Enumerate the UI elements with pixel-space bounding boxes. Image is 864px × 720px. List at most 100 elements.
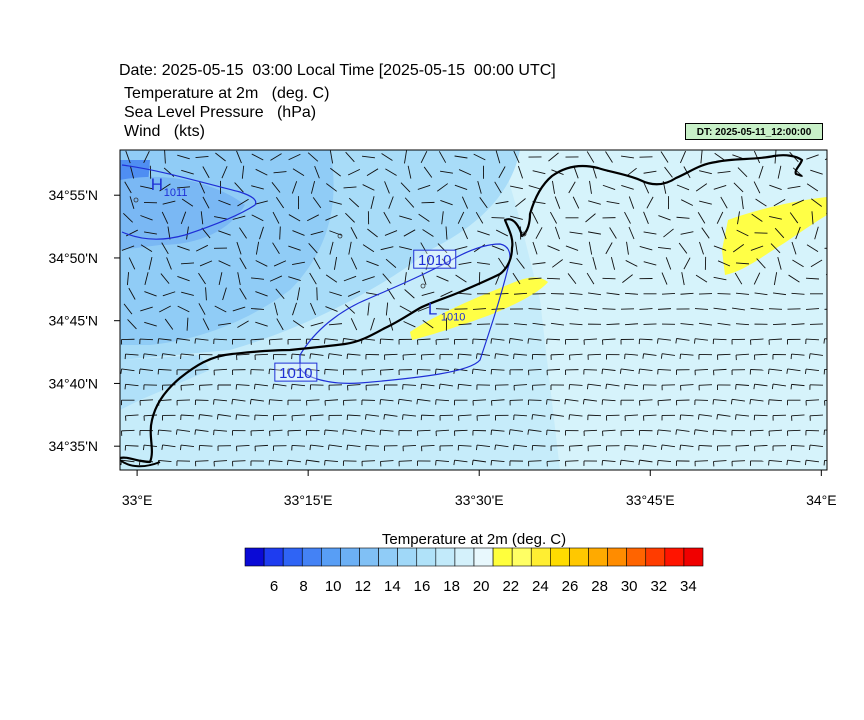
wind-barb [167, 226, 171, 240]
wind-barb [232, 460, 246, 467]
wind-barb [795, 226, 801, 240]
wind-barb [550, 322, 565, 326]
wind-barb [624, 444, 639, 451]
wind-barb [249, 398, 265, 405]
wind-barb [513, 353, 528, 360]
wind-barb [830, 229, 839, 238]
wind-barb [379, 399, 394, 405]
colorbar-label: 12 [354, 578, 371, 595]
wind-barb [140, 215, 153, 221]
wind-barb [384, 230, 398, 236]
wind-barb [717, 353, 731, 360]
wind-barb [181, 169, 194, 175]
wind-barb [736, 476, 749, 481]
wind-barb [445, 226, 448, 240]
wind-barb [250, 460, 265, 466]
wind-barb [510, 185, 523, 190]
pressure-center-value: 1010 [441, 311, 465, 323]
wind-barb [454, 155, 468, 159]
wind-barb [345, 151, 355, 163]
wind-barb [753, 150, 761, 164]
wind-barb [420, 414, 435, 421]
wind-barb [326, 183, 337, 192]
wind-barb [425, 257, 431, 270]
wind-barb [714, 152, 726, 162]
wind-barb [514, 476, 527, 482]
wind-barb [586, 151, 595, 163]
wind-barb [606, 475, 620, 480]
wind-barb [180, 414, 195, 421]
wind-barb [235, 414, 250, 420]
colorbar-label: 18 [443, 578, 460, 595]
wind-barb [829, 415, 842, 420]
wind-barb [515, 198, 526, 208]
wind-barb [572, 196, 580, 209]
lon-tick-label: 33°30'E [455, 492, 504, 508]
wind-barb [731, 460, 746, 467]
wind-barb [532, 384, 546, 391]
wind-barb [251, 153, 264, 161]
wind-barb [177, 245, 190, 251]
wind-barb [422, 229, 434, 237]
wind-barb [713, 368, 727, 376]
wind-barb [605, 151, 613, 163]
wind-barb [825, 273, 827, 276]
wind-barb [509, 460, 524, 466]
wind-barb [750, 307, 764, 311]
wind-barb [620, 429, 635, 436]
wind-barb [218, 230, 231, 236]
coastline-southwest [120, 459, 161, 468]
wind-barb [124, 383, 139, 390]
wind-barb [361, 155, 376, 159]
colorbar-swatch [530, 547, 551, 567]
wind-barb [195, 155, 209, 159]
wind-barb [550, 445, 565, 451]
wind-barb [346, 444, 361, 451]
wind-barb [286, 459, 302, 466]
wind-barb [438, 151, 447, 163]
wind-barb [515, 241, 518, 255]
wind-barb [458, 169, 472, 176]
wind-barb [716, 414, 731, 420]
wind-barb [664, 166, 673, 178]
wind-barb [532, 262, 546, 265]
wind-barb [811, 211, 814, 225]
wind-barb [699, 241, 704, 255]
wind-barb [417, 338, 431, 345]
wind-barb [695, 274, 708, 283]
wind-barb [388, 196, 394, 209]
wind-barb [491, 217, 505, 219]
wind-barb [772, 292, 787, 296]
lon-tick-label: 33°45'E [626, 492, 675, 508]
wind-barb [291, 475, 305, 480]
wind-barb [699, 476, 712, 482]
wind-barb [639, 246, 653, 251]
wind-barb [661, 384, 676, 391]
wind-barb [774, 227, 785, 239]
wind-barb [768, 429, 783, 437]
wind-barb [164, 318, 174, 330]
colorbar-label: 10 [325, 578, 342, 595]
wind-barb [120, 368, 135, 374]
wind-barb [259, 226, 264, 240]
wind-barb [731, 369, 746, 375]
wind-barb [205, 287, 207, 301]
wind-barb [440, 170, 453, 174]
wind-barb [605, 354, 620, 360]
wind-barb [643, 261, 657, 266]
wind-barb [638, 429, 653, 436]
wind-barb [753, 383, 768, 390]
wind-barb [194, 338, 209, 344]
lat-tick-label: 34°50'N [48, 250, 98, 266]
wind-barb [379, 338, 394, 345]
wind-barb [531, 414, 546, 420]
wind-barb [606, 445, 620, 451]
wind-barb [476, 384, 491, 390]
wind-barb [786, 368, 801, 374]
wind-barb [144, 272, 149, 286]
wind-barb [232, 306, 246, 312]
wind-barb [181, 291, 194, 296]
wind-barb [461, 196, 469, 209]
wind-barb [829, 260, 841, 266]
wind-barb [679, 353, 694, 360]
